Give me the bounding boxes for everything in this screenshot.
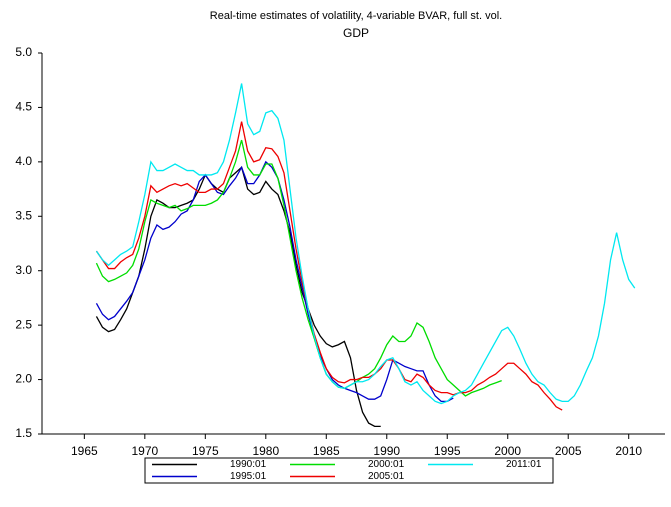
chart-subtitle: GDP xyxy=(343,26,369,40)
legend-label: 1990:01 xyxy=(230,459,267,470)
series-line xyxy=(95,160,454,402)
y-tick-label: 1.5 xyxy=(15,426,32,440)
y-tick-label: 5.0 xyxy=(15,45,32,59)
x-tick-label: 1975 xyxy=(192,444,219,458)
series-line xyxy=(95,121,563,411)
x-tick-label: 2000 xyxy=(494,444,521,458)
x-tick-label: 1980 xyxy=(252,444,279,458)
series-line xyxy=(95,83,636,405)
series-line xyxy=(95,139,502,397)
x-tick-label: 1990 xyxy=(373,444,400,458)
x-tick-label: 2010 xyxy=(615,444,642,458)
chart-title: Real-time estimates of volatility, 4-var… xyxy=(210,10,502,22)
y-tick-label: 4.0 xyxy=(15,154,32,168)
x-tick-label: 1995 xyxy=(434,444,461,458)
y-tick-label: 2.0 xyxy=(15,372,32,386)
legend-label: 2005:01 xyxy=(368,471,405,482)
y-tick-label: 3.5 xyxy=(15,208,32,222)
legend-box xyxy=(144,457,554,484)
y-tick-label: 4.5 xyxy=(15,100,32,114)
legend-label: 1995:01 xyxy=(230,471,267,482)
legend-label: 2011:01 xyxy=(506,459,542,470)
x-tick-label: 2005 xyxy=(555,444,582,458)
y-tick-label: 3.0 xyxy=(15,263,32,277)
series-line xyxy=(95,166,381,428)
x-tick-label: 1985 xyxy=(313,444,340,458)
y-tick-label: 2.5 xyxy=(15,317,32,331)
x-tick-label: 1965 xyxy=(71,444,98,458)
x-tick-label: 1970 xyxy=(131,444,158,458)
legend-label: 2000:01 xyxy=(368,459,405,470)
